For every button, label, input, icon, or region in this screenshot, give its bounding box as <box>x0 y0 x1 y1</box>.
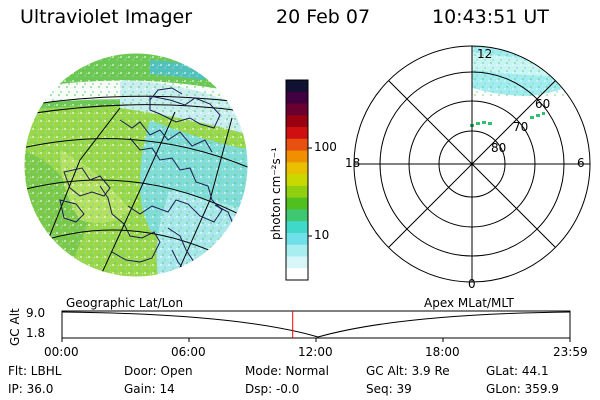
apex-label: Apex MLat/MLT <box>424 296 514 310</box>
colorbar <box>286 80 308 281</box>
filter-status: Flt: LBHL <box>8 364 62 378</box>
colorbar-segment <box>286 221 308 234</box>
mode-status: Mode: Normal <box>245 364 329 378</box>
colorbar-segment <box>286 268 308 281</box>
geographic-label: Geographic Lat/Lon <box>66 296 184 310</box>
colorbar-segment <box>286 103 308 116</box>
y-tick-1-8: 1.8 <box>26 326 46 340</box>
instrument-title: Ultraviolet Imager <box>20 6 193 28</box>
mlt-label-12: 12 <box>477 47 493 61</box>
colorbar-segment <box>286 150 308 163</box>
x-tick-1200: 12:00 <box>298 345 333 359</box>
colorbar-segment <box>286 174 308 187</box>
colorbar-segment <box>286 162 308 175</box>
colorbar-segment <box>286 256 308 269</box>
gc-alt-status: GC Alt: 3.9 Re <box>366 364 450 378</box>
x-tick-0600: 06:00 <box>171 345 206 359</box>
altitude-plot <box>61 310 571 342</box>
mlat-label-80: 80 <box>491 141 507 155</box>
colorbar-segment <box>286 127 308 140</box>
ip-status: IP: 36.0 <box>8 382 54 396</box>
colorbar-segment <box>286 232 308 246</box>
mlt-label-18: 18 <box>345 156 361 170</box>
colorbar-tick-10: 10 <box>314 228 330 242</box>
mlat-label-70: 70 <box>513 120 529 134</box>
colorbar-segment <box>286 138 308 152</box>
glon-status: GLon: 359.9 <box>486 382 559 396</box>
x-tick-0000: 00:00 <box>44 345 79 359</box>
mlt-label-0: 0 <box>468 277 476 291</box>
x-tick-2359: 23:59 <box>553 345 588 359</box>
date-label: 20 Feb 07 <box>276 6 371 28</box>
y-tick-9: 9.0 <box>26 306 46 320</box>
time-label: 10:43:51 UT <box>432 6 549 28</box>
colorbar-unit-label: photon cm⁻²s⁻¹ <box>269 147 283 240</box>
colorbar-segment <box>286 209 308 222</box>
mlat-label-60: 60 <box>535 97 551 111</box>
colorbar-segment <box>286 80 308 93</box>
seq-status: Seq: 39 <box>366 382 412 396</box>
mlt-label-6: 6 <box>577 156 585 170</box>
x-tick-1800: 18:00 <box>425 345 460 359</box>
colorbar-segment <box>286 185 308 199</box>
gain-status: Gain: 14 <box>124 382 175 396</box>
polar-plot <box>353 45 591 283</box>
colorbar-segment <box>286 91 308 105</box>
colorbar-segment <box>286 197 308 210</box>
door-status: Door: Open <box>124 364 193 378</box>
colorbar-segment <box>286 115 308 128</box>
colorbar-tick-100: 100 <box>314 140 337 154</box>
gc-alt-axis-title: GC Alt <box>8 308 22 346</box>
earth-image <box>24 53 248 277</box>
dsp-status: Dsp: -0.0 <box>245 382 300 396</box>
glat-status: GLat: 44.1 <box>486 364 549 378</box>
colorbar-segment <box>286 244 308 257</box>
